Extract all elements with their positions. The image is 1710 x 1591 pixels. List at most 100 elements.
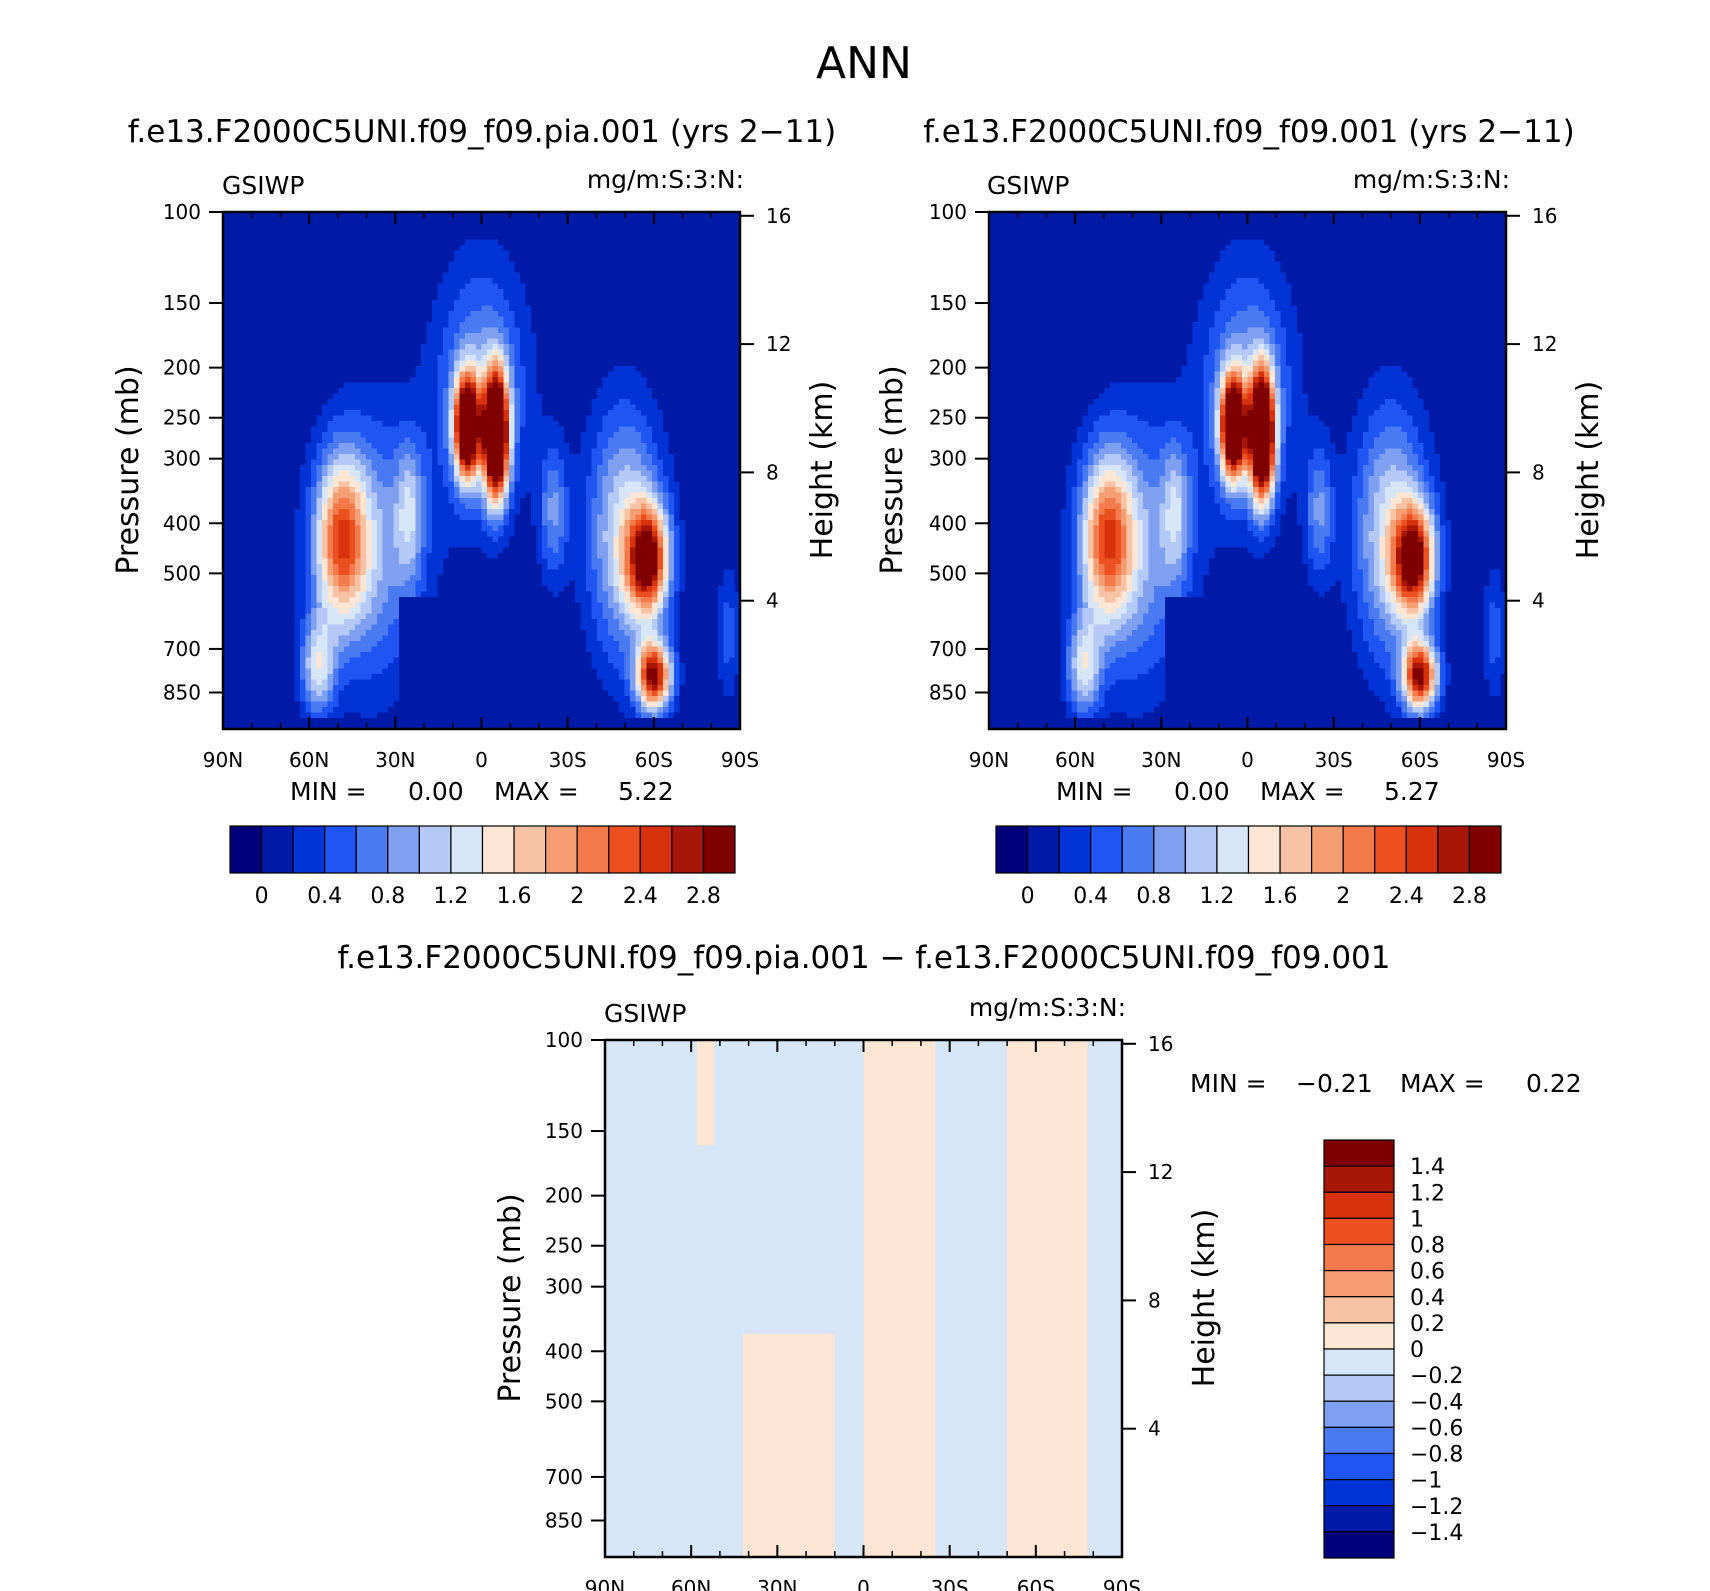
contour-cell [1082, 586, 1089, 593]
contour-cell [443, 338, 455, 345]
diff-positive-region [1007, 1040, 1088, 1557]
contour-cell [613, 520, 620, 527]
contour-cell [316, 597, 323, 604]
contour-cell [525, 393, 543, 400]
contour-cell [1088, 652, 1095, 659]
contour-cell [300, 476, 312, 483]
colorbar-label: 0.2 [1410, 1312, 1445, 1337]
contour-cell [564, 520, 571, 527]
contour-cell [1126, 520, 1133, 527]
contour-cell [514, 410, 521, 417]
contour-cell [338, 470, 351, 477]
contour-cell [1451, 520, 1507, 527]
contour-cell [1374, 547, 1381, 554]
contour-cell [1187, 509, 1194, 516]
contour-cell [679, 646, 719, 653]
colorbar-label: 0.8 [370, 884, 405, 909]
contour-cell [1247, 503, 1254, 510]
panel-right: f.e13.F2000C5UNI.f09_f09.001 (yrs 2−11) … [875, 114, 1606, 909]
contour-cell [349, 553, 356, 560]
contour-cell [1363, 586, 1370, 593]
contour-cell [1247, 327, 1265, 334]
contour-cell [1077, 630, 1089, 637]
contour-cell [1280, 437, 1287, 444]
contour-cell [316, 564, 323, 571]
contour-cell [1181, 371, 1205, 378]
contour-cell [1401, 652, 1408, 659]
contour-cell [1060, 668, 1067, 675]
contour-cell [333, 674, 340, 681]
contour-cell [377, 619, 395, 626]
contour-cell [635, 690, 642, 697]
contour-cell [624, 619, 637, 626]
contour-cell [1231, 459, 1238, 466]
contour-cell [448, 448, 455, 455]
contour-cell [1071, 536, 1078, 543]
contour-cell [1418, 487, 1425, 494]
contour-cell [465, 465, 472, 472]
contour-cell [1088, 536, 1095, 543]
contour-cell [454, 338, 461, 345]
contour-cell [1104, 454, 1122, 461]
contour-cell [1115, 597, 1128, 604]
contour-cell [448, 454, 455, 461]
contour-cell [1489, 624, 1502, 631]
contour-cell [608, 498, 620, 505]
contour-cell [322, 481, 329, 488]
contour-cell [1099, 657, 1106, 664]
panel-diff-title: f.e13.F2000C5UNI.f09_f09.pia.001 − f.e13… [337, 940, 1390, 976]
contour-cell [300, 657, 307, 664]
contour-cell [1401, 657, 1408, 664]
contour-cell [1418, 481, 1425, 488]
contour-cell [1077, 652, 1084, 659]
contour-cell [476, 481, 483, 488]
contour-cell [415, 531, 422, 538]
y-tick-label: 850 [545, 1509, 583, 1533]
contour-cell [635, 558, 659, 565]
contour-cell [1286, 437, 1331, 444]
contour-cell [509, 344, 516, 351]
contour-cell [591, 498, 604, 505]
contour-cell [1093, 459, 1100, 466]
contour-cell [371, 624, 389, 631]
contour-cell [652, 437, 670, 444]
contour-cell [1258, 366, 1265, 373]
contour-cell [300, 641, 307, 648]
contour-cell [630, 646, 637, 653]
contour-cell [1286, 426, 1331, 433]
contour-cell [1082, 531, 1089, 538]
contour-cell [674, 454, 741, 461]
y-tick-label: 250 [929, 406, 967, 430]
contour-cell [1401, 597, 1408, 604]
contour-cell [1341, 580, 1353, 587]
contour-cell [426, 520, 433, 527]
panel-left: f.e13.F2000C5UNI.f09_f09.pia.001 (yrs 2−… [111, 114, 840, 909]
contour-cell [1247, 443, 1271, 450]
contour-cell [1396, 492, 1414, 499]
contour-cell [1242, 465, 1249, 472]
contour-cell [1143, 542, 1150, 549]
contour-cell [415, 498, 422, 505]
contour-cell [1423, 696, 1430, 703]
contour-cell [1445, 542, 1452, 549]
contour-cell [989, 360, 1188, 367]
contour-cell [382, 454, 395, 461]
contour-cell [509, 250, 741, 257]
contour-cell [1126, 712, 1144, 719]
contour-cell [591, 470, 598, 477]
contour-cell [487, 492, 494, 499]
contour-cell [316, 421, 329, 428]
contour-cell [1291, 289, 1507, 296]
contour-cell [1412, 663, 1425, 670]
contour-cell [1088, 624, 1095, 631]
contour-cell [294, 652, 301, 659]
contour-cell [1412, 514, 1419, 521]
contour-cell [1330, 465, 1359, 472]
contour-cell [1077, 701, 1095, 708]
contour-cell [668, 558, 675, 565]
contour-cell [1181, 547, 1188, 554]
y-tick-label: 400 [929, 511, 967, 535]
contour-cell [1407, 630, 1425, 637]
contour-cell [674, 696, 681, 703]
contour-cell [1374, 498, 1386, 505]
